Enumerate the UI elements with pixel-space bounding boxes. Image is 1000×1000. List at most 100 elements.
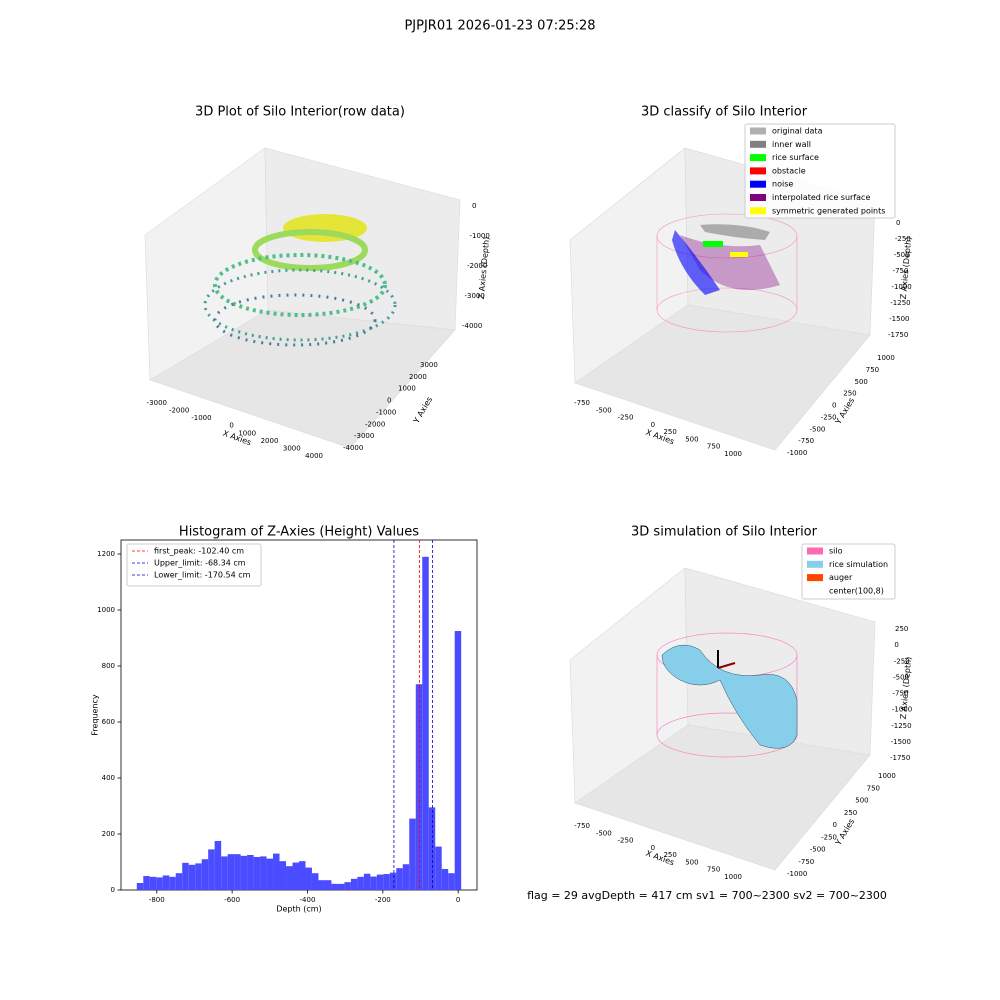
x-tick-label: 500: [685, 435, 698, 443]
y-tick-label: 1000: [398, 385, 416, 393]
histogram-bar: [370, 876, 377, 890]
histogram-bar: [324, 880, 332, 890]
legend-label: auger: [829, 573, 853, 582]
z-tick-label: -500: [893, 673, 909, 681]
histogram-bar: [363, 873, 371, 890]
y-tick-label: -750: [798, 437, 814, 445]
z-tick-label: -750: [893, 267, 909, 275]
x-tick-label: 1000: [238, 429, 256, 437]
histogram-bar: [214, 841, 222, 890]
z-tick-label: -250: [895, 235, 911, 243]
x-tick-label: 250: [663, 428, 676, 436]
histogram-bar: [221, 856, 228, 890]
histogram-bar: [195, 863, 202, 890]
histogram-bar: [415, 684, 423, 890]
legend-swatch: [807, 547, 823, 555]
y-tick-label: 600: [102, 718, 115, 726]
histogram-bar: [448, 873, 455, 890]
histogram-bar: [182, 862, 189, 890]
z-tick-label: -2000: [467, 262, 487, 270]
point-cloud: [203, 214, 397, 347]
y-tick-label: 750: [867, 784, 880, 792]
x-tick-label: -2000: [169, 407, 189, 415]
histogram-bar: [389, 872, 397, 890]
y-tick-label: 250: [843, 390, 856, 398]
z-tick-label: -500: [894, 251, 910, 259]
histogram-bar: [240, 855, 248, 890]
x-tick-label: -600: [224, 896, 240, 904]
legend-box: [744, 123, 896, 219]
legend-label: first_peak: -102.40 cm: [154, 547, 244, 556]
legend-label: obstacle: [772, 166, 806, 175]
histogram-bar: [266, 858, 274, 890]
legend-label: silo: [829, 547, 843, 556]
legend-swatch: [807, 560, 823, 568]
x-tick-label: 3000: [283, 444, 301, 452]
x-tick-label: 750: [707, 866, 720, 874]
z-tick-label: -1500: [891, 738, 911, 746]
legend-label: Upper_limit: -68.34 cm: [154, 559, 246, 568]
histogram-bar: [396, 868, 403, 890]
z-tick-label: -3000: [465, 292, 485, 300]
histogram-bar: [422, 556, 429, 890]
x-tick-label: -500: [596, 406, 612, 414]
histogram-bar: [454, 631, 462, 890]
y-tick-label: 1200: [97, 550, 115, 558]
histogram-bar: [143, 876, 150, 890]
x-tick-label: 2000: [261, 437, 279, 445]
z-tick-label: 0: [894, 641, 898, 649]
histogram-bar: [402, 864, 410, 890]
z-tick-label: -250: [894, 657, 910, 665]
y-tick-label: 1000: [97, 606, 115, 614]
legend-label: symmetric generated points: [772, 206, 885, 215]
y-tick-label: -4000: [343, 444, 363, 452]
histogram-bar: [435, 846, 442, 890]
legend-label: noise: [772, 180, 793, 189]
y-tick-label: -500: [810, 846, 826, 854]
histogram-bar: [299, 861, 306, 890]
panes-1: [144, 147, 461, 449]
legend-swatch: [750, 154, 766, 162]
z-tick-label: 0: [472, 202, 476, 210]
silo-wireframe-2: [656, 213, 798, 333]
y-tick-label: 250: [844, 809, 857, 817]
x-tick-label: -400: [300, 896, 316, 904]
z-tick-label: -1000: [470, 232, 490, 240]
z-tick-label: -4000: [462, 322, 482, 330]
x-tick-label: -3000: [147, 399, 167, 407]
legend-swatch: [807, 574, 823, 582]
x-tick-label: -800: [149, 896, 165, 904]
y-tick-label: 500: [855, 378, 868, 386]
x-tick-label: 0: [651, 421, 655, 429]
legend-label: original data: [772, 127, 823, 136]
legend-label: interpolated rice surface: [772, 193, 870, 202]
histogram-bar: [175, 873, 183, 890]
histogram-bar: [273, 853, 280, 890]
z-tick-label: -1750: [890, 754, 910, 762]
y-tick-label: 750: [866, 366, 879, 374]
y-tick-label: -500: [810, 425, 826, 433]
y-tick-label: -250: [821, 413, 837, 421]
y-tick-label: 200: [102, 830, 115, 838]
legend-swatch: [750, 127, 766, 135]
histogram-bar: [208, 849, 215, 890]
legend-swatch: [750, 180, 766, 188]
x-axis-label: Depth (cm): [276, 905, 321, 914]
z-tick-label: 250: [895, 625, 908, 633]
y-tick-label: -1000: [376, 408, 396, 416]
legend-swatch: [807, 587, 823, 595]
histogram-bar: [136, 883, 144, 890]
histogram-bar: [409, 818, 416, 890]
histogram-bar: [149, 876, 157, 890]
histogram-bar: [286, 866, 293, 890]
histogram-bar: [292, 862, 299, 890]
figure-title: PJPJR01 2026-01-23 07:25:28: [404, 19, 595, 34]
y-tick-label: 800: [102, 662, 115, 670]
y-tick-label: 0: [832, 402, 836, 410]
histogram-bar: [441, 869, 449, 890]
legend-box: [801, 543, 896, 600]
legend-label: inner wall: [772, 140, 811, 149]
histogram-bar: [169, 876, 176, 890]
histogram-bar: [156, 877, 163, 890]
